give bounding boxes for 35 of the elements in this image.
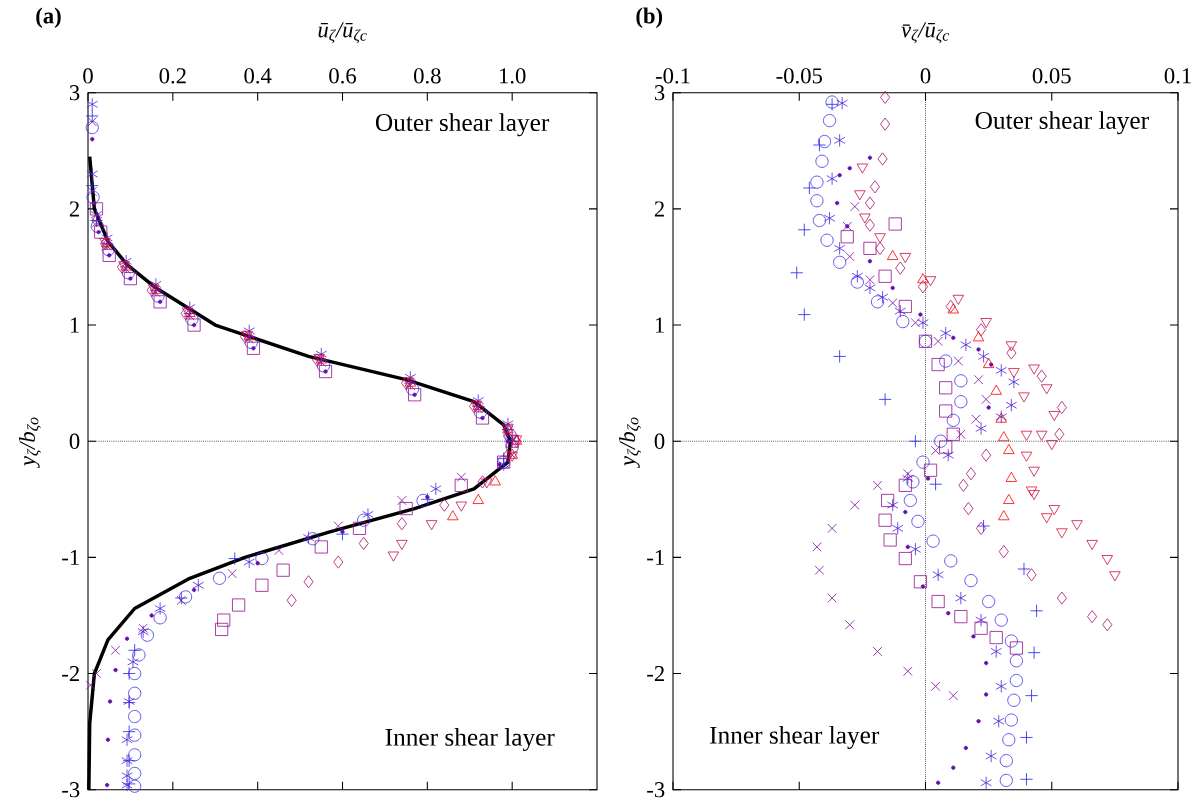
x-tick-label: 0.1 [1164,68,1191,84]
annotation: Inner shear layer [710,725,880,750]
y-tick-label: 3 [654,85,665,101]
x-tick-label: -0.1 [655,68,690,84]
y-tick-label: -2 [62,666,79,682]
y-tick-label: -2 [647,666,664,682]
x-tick-label: 0 [83,68,93,84]
x-tick-label: 0.6 [329,68,356,84]
annotation: Inner shear layer [385,728,555,752]
y-tick-label: 2 [69,201,79,217]
y-tick-label: 3 [69,85,80,101]
y-tick-label: 1 [655,317,664,333]
x-axis-title: ū$_{ζ}$/ū$_{ζc}$ [318,22,367,44]
x-tick-label: 0.8 [414,68,441,84]
x-tick-label: 0.2 [159,68,186,84]
y-tick-label: -1 [62,549,79,565]
y-tick-label: -3 [647,782,665,798]
annotation: Outer shear layer [375,113,550,137]
x-tick-label: 1.0 [499,68,526,84]
x-axis-title: v̄$_{ζ}$/ū$_{ζc}$ [901,22,950,44]
y-tick-label: 2 [654,201,664,217]
y-tick-label: 0 [654,433,665,449]
x-tick-label: 0.4 [244,68,272,84]
x-tick-label: 0 [920,68,931,84]
y-axis-title: y$_{ζ}$/b$_{ζo}$ [619,417,642,469]
y-tick-label: 1 [70,317,79,333]
chart-title: (b) [636,7,663,29]
x-tick-label: 0.05 [1032,68,1071,84]
y-tick-label: -1 [647,549,664,565]
x-tick-label: -0.05 [776,68,822,84]
y-tick-label: -3 [62,782,80,798]
chart-title: (a) [36,7,61,29]
y-tick-label: 0 [69,433,80,449]
y-axis-title: y$_{ζ}$/b$_{ζo}$ [19,417,41,469]
annotation: Outer shear layer [975,111,1149,135]
